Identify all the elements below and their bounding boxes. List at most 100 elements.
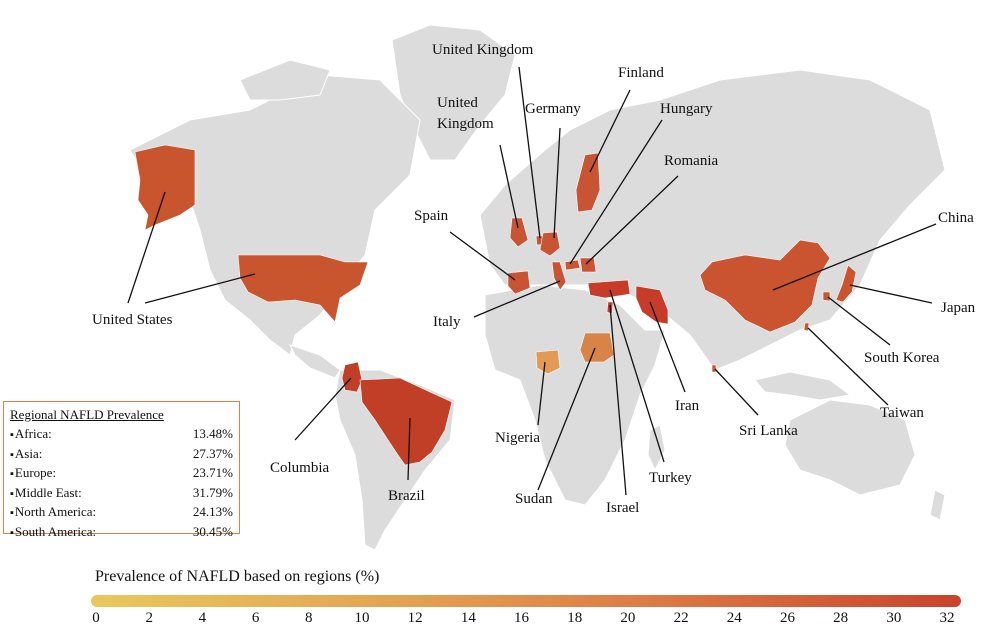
legend-value: 23.71% <box>192 465 233 481</box>
scale-tick-label: 8 <box>305 610 313 626</box>
leader-nigeria <box>537 361 546 426</box>
country-brazil <box>359 377 453 466</box>
leader-united-kingdom <box>499 144 519 229</box>
label-nigeria: Nigeria <box>495 430 540 446</box>
label-finland: Finland <box>618 65 664 81</box>
scale-tick-label: 26 <box>779 610 795 626</box>
leader-romania <box>585 175 679 265</box>
landmass-new-zealand <box>929 489 946 521</box>
scale-tick-label: 28 <box>833 610 849 626</box>
leader-iran <box>649 301 686 393</box>
leader-the-netherlands <box>518 66 541 239</box>
scale-tick-label: 10 <box>354 610 370 626</box>
leader-united-states <box>144 273 256 304</box>
landmass-central-america <box>289 344 341 379</box>
country-united-kingdom <box>509 217 529 248</box>
color-scale-ticks: 0 2 4 6 8 10 12 14 16 18 20 22 24 26 28 30 32 <box>0 610 982 628</box>
country-japan <box>835 264 857 303</box>
country-nigeria <box>535 349 561 375</box>
color-scale-title: Prevalence of NAFLD based on regions (%) <box>95 568 380 585</box>
highlighted-countries <box>134 144 857 466</box>
scale-tick-label: 6 <box>251 610 260 626</box>
legend-value: 27.37% <box>192 445 233 461</box>
legend-title: Regional NAFLD Prevalence <box>10 407 164 422</box>
scale-tick-label: 24 <box>726 610 742 626</box>
legend-region: Asia: <box>10 445 42 465</box>
leader-china <box>772 223 937 291</box>
regional-prevalence-legend: Regional NAFLD Prevalence Africa: 13.48%… <box>3 401 240 539</box>
label-sudan: Sudan <box>515 491 553 507</box>
label-south-korea: South Korea <box>864 350 940 366</box>
label-china: China <box>938 210 974 226</box>
label-israel: Israel <box>606 500 639 516</box>
leader-south-korea <box>827 296 891 346</box>
leader-taiwan <box>807 327 889 406</box>
scale-tick-label: 18 <box>567 610 583 626</box>
country-italy <box>551 261 567 291</box>
scale-tick-label: 20 <box>620 610 636 626</box>
scale-tick-label: 14 <box>460 610 476 626</box>
legend-row-north-america: North America: 24.13% <box>10 503 233 523</box>
legend-row-europe: Europe: 23.71% <box>10 464 233 484</box>
country-labels: United Kingdom Finland United Kingdom Ge… <box>92 42 976 516</box>
legend-region: South America: <box>10 523 96 543</box>
landmass-africa <box>484 284 666 506</box>
leader-lines <box>127 66 937 496</box>
country-taiwan <box>803 322 810 332</box>
landmass-australia <box>784 399 916 496</box>
country-china <box>699 239 831 333</box>
landmass-arctic-islands <box>239 59 331 101</box>
leader-italy <box>473 280 561 318</box>
legend-value: 24.13% <box>192 504 233 520</box>
label-brazil: Brazil <box>388 488 425 504</box>
country-south-korea <box>822 291 831 302</box>
landmass-indonesia <box>754 371 852 401</box>
leader-israel <box>609 304 627 496</box>
label-italy: Italy <box>433 314 461 330</box>
country-columbia <box>341 361 363 393</box>
country-alaska <box>134 144 196 231</box>
leader-spain <box>449 231 516 281</box>
label-columbia: Columbia <box>270 460 330 476</box>
leader-columbia <box>294 377 352 441</box>
label-iran: Iran <box>675 398 700 414</box>
leader-turkey <box>609 289 665 463</box>
label-united-states: United States <box>92 312 173 328</box>
legend-value: 30.45% <box>192 523 233 539</box>
label-spain: Spain <box>414 208 449 224</box>
country-finland <box>575 152 601 213</box>
legend-row-south-america: South America: 30.45% <box>10 523 233 543</box>
country-romania <box>579 257 597 273</box>
legend-value: 13.48% <box>192 426 233 441</box>
country-hungary <box>564 259 581 271</box>
scale-tick-label: 0 <box>92 610 100 626</box>
legend-row-africa: Africa: 13.48% <box>10 425 233 445</box>
label-turkey: Turkey <box>649 470 692 486</box>
legend-row-asia: Asia: 27.37% <box>10 445 233 465</box>
scale-tick-label: 30 <box>886 610 902 626</box>
leader-sudan <box>537 347 596 491</box>
label-the-netherlands: United Kingdom <box>432 42 534 58</box>
scale-tick-label: 12 <box>407 610 423 626</box>
legend-region: Africa: <box>10 425 52 445</box>
legend-region: Middle East: <box>10 484 82 504</box>
leader-alaska <box>127 191 166 304</box>
label-hungary: Hungary <box>660 101 713 117</box>
color-scale-bar <box>91 595 961 607</box>
label-united-kingdom-line2: Kingdom <box>437 116 494 132</box>
label-sri-lanka: Sri Lanka <box>739 423 798 439</box>
leader-japan <box>849 284 933 304</box>
scale-tick-label: 32 <box>939 610 955 626</box>
label-taiwan: Taiwan <box>880 405 924 421</box>
scale-tick-label: 4 <box>198 610 207 626</box>
country-sudan <box>579 332 615 363</box>
country-turkey <box>587 279 631 299</box>
leader-finland <box>589 89 631 173</box>
scale-tick-label: 2 <box>145 610 153 626</box>
scale-tick-label: 16 <box>514 610 529 626</box>
country-spain <box>507 270 531 295</box>
landmass-north-america <box>129 74 421 356</box>
legend-region: Europe: <box>10 464 56 484</box>
label-japan: Japan <box>941 300 976 316</box>
